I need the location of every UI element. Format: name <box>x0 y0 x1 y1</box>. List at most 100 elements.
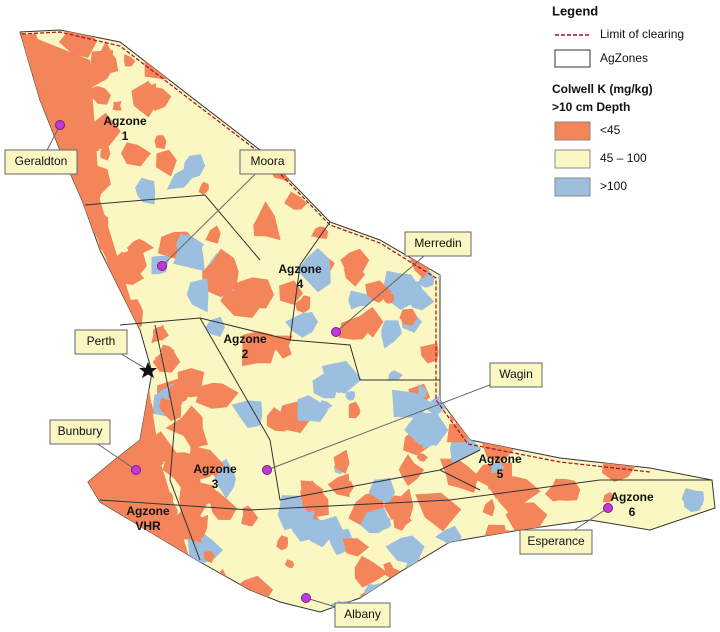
soil-patch <box>20 511 35 537</box>
soil-patch <box>392 594 411 612</box>
soil-patch <box>263 53 304 75</box>
soil-patch <box>676 217 713 251</box>
soil-patch <box>117 251 130 267</box>
soil-patch <box>20 275 33 294</box>
soil-patch <box>20 32 190 560</box>
soil-patch <box>396 163 409 181</box>
soil-patch <box>20 326 29 340</box>
zone-label: Agzone <box>103 114 147 128</box>
soil-patch <box>345 189 372 226</box>
town-box <box>519 529 593 555</box>
zone-label: 5 <box>497 467 504 481</box>
soil-patch <box>625 589 635 600</box>
soil-patch <box>454 106 473 125</box>
soil-patch <box>150 30 175 47</box>
soil-patch <box>295 295 311 313</box>
soil-patch <box>508 176 533 203</box>
soil-patch <box>521 565 559 603</box>
soil-patch <box>595 536 614 550</box>
soil-patch <box>29 304 59 340</box>
soil-patch <box>124 54 136 67</box>
legend-agzone <box>554 49 591 68</box>
soil-patch <box>510 241 522 252</box>
soil-patch <box>416 58 437 88</box>
soil-patch <box>480 145 514 178</box>
soil-patch <box>491 84 515 104</box>
soil-patch <box>640 366 661 387</box>
legend-title: Legend <box>552 3 598 18</box>
legend-swatch <box>554 149 591 169</box>
soil-patch <box>186 278 209 313</box>
soil-patch <box>411 79 442 107</box>
soil-patch <box>50 245 74 272</box>
soil-patch <box>487 91 517 129</box>
soil-patch <box>560 213 586 239</box>
soil-patch <box>365 280 392 303</box>
zone-label: 2 <box>242 347 249 361</box>
soil-patch <box>227 600 249 612</box>
town-dot <box>262 465 272 475</box>
agzone-boundary <box>199 317 481 501</box>
soil-patch <box>701 287 715 303</box>
soil-patch <box>418 384 427 398</box>
legend-swatch <box>554 177 591 197</box>
agzone-boundary <box>439 449 481 471</box>
soil-patch <box>20 365 59 408</box>
soil-patch <box>160 344 175 356</box>
soil-patch <box>640 560 669 602</box>
soil-patch <box>355 89 370 99</box>
soil-patch <box>144 579 173 612</box>
soil-patch <box>660 429 700 463</box>
soil-patch <box>536 426 555 448</box>
soil-patch <box>222 92 241 110</box>
town-label: Esperance <box>527 534 585 548</box>
agzone-boundary <box>119 317 440 381</box>
soil-patch <box>294 70 304 82</box>
soil-patch <box>208 66 235 92</box>
soil-patch <box>470 123 487 140</box>
soil-patch <box>20 206 27 221</box>
soil-patch <box>615 371 650 405</box>
soil-patch <box>710 145 715 158</box>
soil-patch <box>399 308 418 326</box>
soil-patch <box>482 498 495 517</box>
town-dot <box>331 327 341 337</box>
soil-patch <box>94 547 110 561</box>
soil-patch <box>359 307 384 338</box>
soil-patch <box>688 78 700 90</box>
soil-patch <box>306 134 340 182</box>
soil-patch <box>670 353 681 365</box>
soil-patch <box>609 551 628 569</box>
soil-patch <box>383 30 414 45</box>
soil-patch <box>112 100 122 111</box>
soil-patch <box>121 142 151 167</box>
soil-patch <box>494 332 524 363</box>
soil-patch <box>354 555 389 588</box>
soil-patch <box>477 89 518 120</box>
leader-line <box>161 161 268 267</box>
soil-patch <box>345 391 356 401</box>
soil-patch <box>75 556 109 589</box>
soil-patch <box>461 596 493 612</box>
legend-swatch <box>554 121 591 141</box>
soil-patch <box>122 360 146 387</box>
soil-patch <box>39 177 63 198</box>
soil-patch <box>689 41 702 57</box>
soil-patch <box>47 483 78 516</box>
zone-label: Agzone <box>478 452 522 466</box>
soil-patch <box>373 195 411 226</box>
soil-patch <box>205 316 225 337</box>
town-dot <box>131 465 141 475</box>
soil-patch <box>609 263 643 298</box>
soil-patch <box>361 46 374 58</box>
soil-patch <box>179 482 209 520</box>
soil-patch <box>386 219 404 239</box>
town-dot <box>55 120 65 130</box>
soil-patch <box>353 37 370 59</box>
soil-patch <box>20 333 41 371</box>
soil-patch <box>203 59 228 85</box>
soil-patch <box>489 405 516 445</box>
soil-patch <box>634 424 671 460</box>
soil-patch <box>64 262 82 282</box>
town-dot <box>301 593 311 603</box>
